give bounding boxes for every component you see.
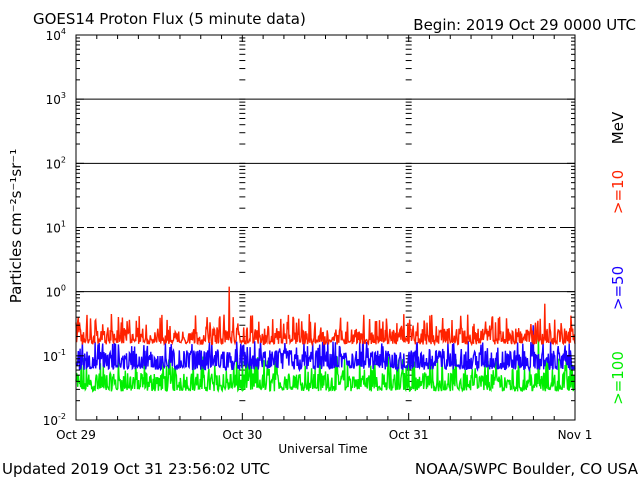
y-tick-label: 102 <box>46 155 66 171</box>
legend-ge100: >=100 <box>609 351 627 405</box>
y-tick-label: 100 <box>46 284 66 300</box>
y-tick-label: 10-2 <box>43 412 66 428</box>
series-line <box>75 336 576 393</box>
x-tick-label: Oct 30 <box>222 428 262 442</box>
x-tick-label: Nov 1 <box>558 428 593 442</box>
legend-ge10: >=10 <box>609 170 627 214</box>
begin-label: Begin: 2019 Oct 29 0000 UTC <box>413 16 636 34</box>
source-credit: NOAA/SWPC Boulder, CO USA <box>415 460 639 478</box>
energy-unit-label: MeV <box>609 111 627 144</box>
legend-ge50: >=50 <box>609 266 627 310</box>
y-tick-label: 104 <box>46 27 66 43</box>
y-tick-label: 103 <box>46 91 66 107</box>
updated-timestamp: Updated 2019 Oct 31 23:56:02 UTC <box>2 460 270 478</box>
series-line <box>75 325 576 373</box>
x-tick-label: Oct 31 <box>389 428 429 442</box>
x-axis-label: Universal Time <box>278 442 367 456</box>
y-tick-label: 10-1 <box>43 348 66 364</box>
x-tick-label: Oct 29 <box>56 428 96 442</box>
chart-title: GOES14 Proton Flux (5 minute data) <box>33 10 306 28</box>
y-tick-label: 101 <box>46 220 66 236</box>
series-line <box>75 286 576 347</box>
y-axis-label: Particles cm⁻²s⁻¹sr⁻¹ <box>7 149 25 303</box>
